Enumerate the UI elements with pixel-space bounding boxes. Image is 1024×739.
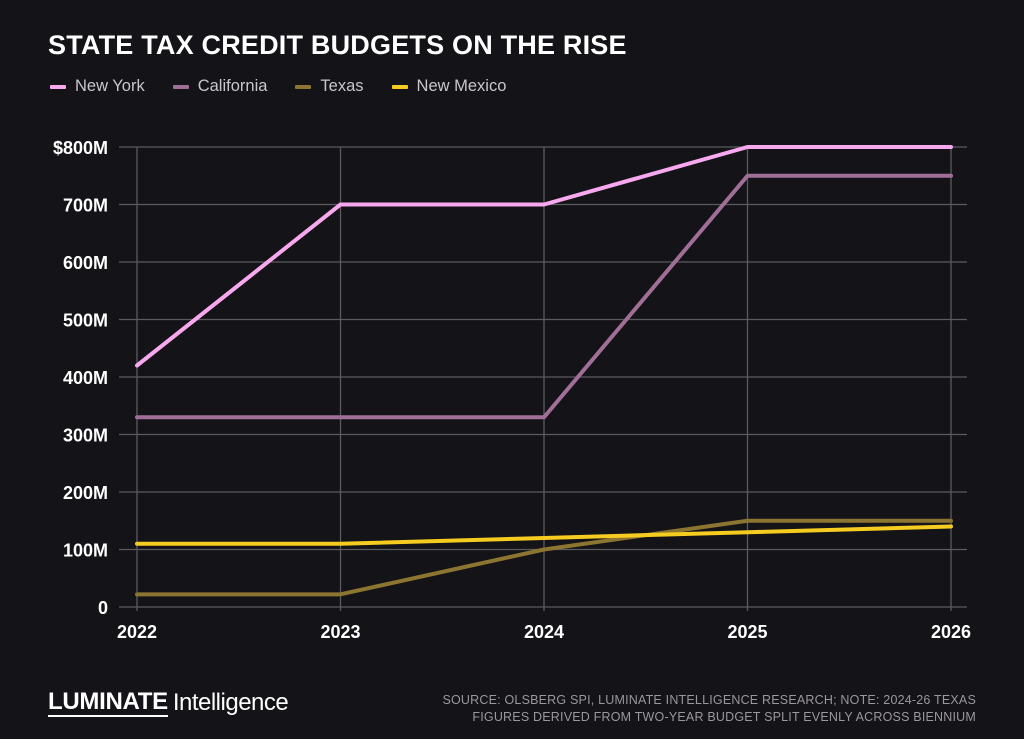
chart-title: STATE TAX CREDIT BUDGETS ON THE RISE — [48, 30, 627, 60]
series-line-new-mexico — [135, 524, 953, 546]
x-tick-label: 2024 — [524, 622, 564, 642]
legend-label-california: California — [197, 77, 268, 95]
legend-swatch-new-york — [50, 84, 66, 89]
legend-label-new-mexico: New Mexico — [416, 77, 507, 95]
x-tick-label: 2023 — [320, 622, 360, 642]
y-tick-label: 400M — [63, 368, 108, 388]
y-tick-label: $800M — [53, 138, 108, 158]
x-tick-label: 2025 — [727, 622, 767, 642]
legend: New York California Texas New Mexico — [50, 77, 534, 96]
legend-swatch-texas — [295, 84, 312, 89]
legend-item-new-mexico: New Mexico — [391, 77, 507, 96]
legend-label-new-york: New York — [75, 77, 145, 95]
source-line-2: FIGURES DERIVED FROM TWO-YEAR BUDGET SPL… — [472, 710, 976, 724]
legend-item-california: California — [172, 77, 268, 96]
legend-swatch-new-mexico — [391, 84, 408, 89]
source-note: SOURCE: OLSBERG SPI, LUMINATE INTELLIGEN… — [416, 692, 976, 726]
y-tick-label: 500M — [63, 311, 108, 331]
series-line-california — [135, 173, 953, 420]
brand-subtitle: Intelligence — [172, 689, 289, 716]
y-tick-label: 200M — [63, 483, 108, 503]
series-line-texas — [135, 518, 953, 597]
y-tick-label: 600M — [63, 253, 108, 273]
y-tick-label: 300M — [63, 426, 108, 446]
y-tick-label: 0 — [98, 598, 108, 618]
x-tick-label: 2026 — [931, 622, 971, 642]
brand-wordmark: LUMINATE — [48, 688, 168, 717]
source-line-1: SOURCE: OLSBERG SPI, LUMINATE INTELLIGEN… — [442, 693, 976, 707]
legend-swatch-california — [172, 84, 189, 89]
y-tick-label: 700M — [63, 196, 108, 216]
legend-item-new-york: New York — [50, 77, 145, 96]
brand-logo: LUMINATE Intelligence — [48, 688, 289, 717]
x-tick-label: 2022 — [117, 622, 157, 642]
y-tick-label: 100M — [63, 541, 108, 561]
legend-item-texas: Texas — [295, 77, 364, 96]
series-line-new-york — [135, 145, 953, 368]
legend-label-texas: Texas — [320, 77, 364, 95]
